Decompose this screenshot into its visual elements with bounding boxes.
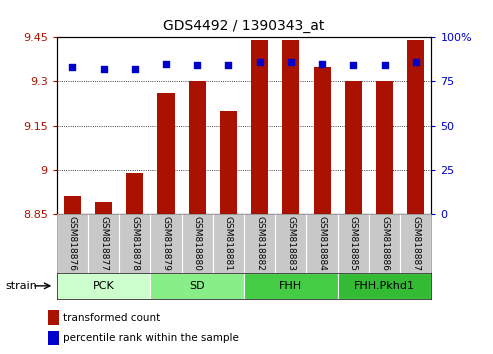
Bar [338,273,431,299]
Bar [64,196,81,214]
Text: GSM818885: GSM818885 [349,216,358,271]
Text: FHH.Pkhd1: FHH.Pkhd1 [354,281,415,291]
Point [318,61,326,67]
Text: GSM818884: GSM818884 [317,216,326,271]
Bar [220,111,237,214]
Point [193,63,201,68]
Point [350,63,357,68]
Point [381,63,388,68]
Bar [244,273,338,299]
Text: GSM818877: GSM818877 [99,216,108,271]
Title: GDS4492 / 1390343_at: GDS4492 / 1390343_at [163,19,325,33]
Point [162,61,170,67]
Bar [345,81,362,214]
Bar [251,40,268,214]
Bar [126,173,143,214]
Text: percentile rank within the sample: percentile rank within the sample [63,333,239,343]
Point [412,59,420,65]
Text: GSM818880: GSM818880 [193,216,202,271]
Point [100,66,107,72]
Point [256,59,264,65]
Bar [314,67,331,214]
Text: GSM818879: GSM818879 [162,216,171,271]
Bar [150,273,244,299]
Text: GSM818886: GSM818886 [380,216,389,271]
Point [131,66,139,72]
Bar [48,331,59,345]
Point [224,63,232,68]
Point [287,59,295,65]
Bar [157,93,175,214]
Bar [95,202,112,214]
Text: strain: strain [5,281,37,291]
Text: GSM818881: GSM818881 [224,216,233,271]
Bar [282,40,299,214]
Point [69,64,76,70]
Text: SD: SD [189,281,205,291]
Text: GSM818883: GSM818883 [286,216,295,271]
Bar [376,81,393,214]
Text: GSM818876: GSM818876 [68,216,77,271]
Bar [407,40,424,214]
Text: transformed count: transformed count [63,313,161,322]
Text: GSM818882: GSM818882 [255,216,264,271]
Text: GSM818878: GSM818878 [130,216,139,271]
Bar [48,310,59,325]
Text: PCK: PCK [93,281,114,291]
Bar [189,81,206,214]
Bar [57,273,150,299]
Text: FHH: FHH [280,281,302,291]
Text: GSM818887: GSM818887 [411,216,420,271]
